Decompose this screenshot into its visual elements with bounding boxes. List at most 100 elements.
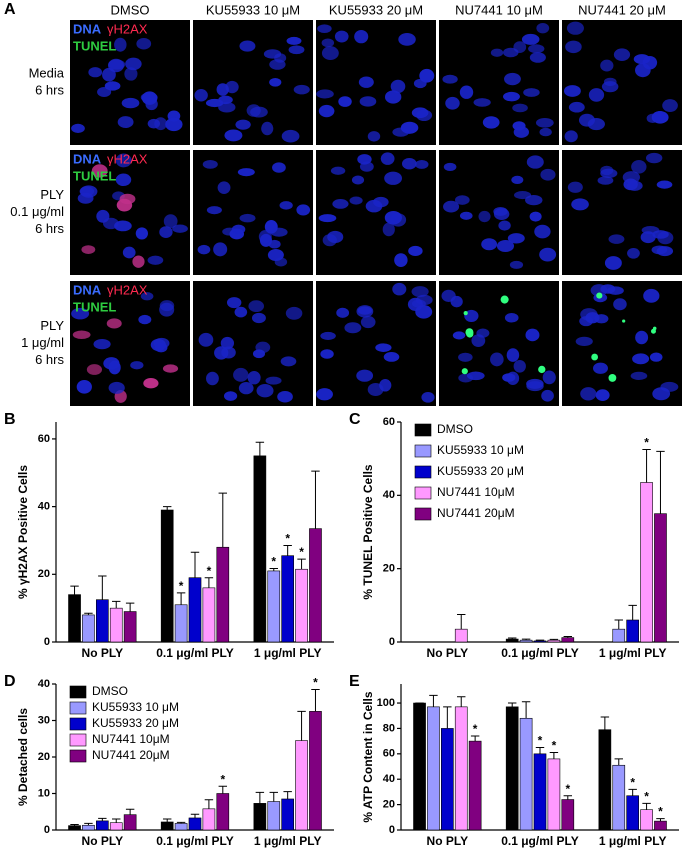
legend-label: KU55933 10 μM <box>437 443 524 457</box>
nucleus <box>459 85 474 99</box>
nucleus <box>223 391 238 401</box>
nucleus <box>246 104 261 117</box>
legend-swatch <box>414 486 432 500</box>
error-bar <box>535 639 545 641</box>
nucleus <box>458 373 473 383</box>
nucleus <box>263 49 282 59</box>
bar <box>188 817 202 831</box>
nucleus <box>318 214 337 223</box>
y-tick-label: 0 <box>44 636 50 648</box>
panel-letter: D <box>4 673 16 690</box>
nucleus <box>536 22 550 34</box>
y-tick-label: 40 <box>383 773 395 785</box>
error-bar <box>563 636 573 638</box>
significance-marker: * <box>565 782 570 796</box>
nucleus <box>237 168 255 177</box>
nucleus <box>267 248 284 262</box>
bar <box>413 702 426 831</box>
nucleus <box>159 226 173 238</box>
y-tick-label: 0 <box>44 824 50 836</box>
error-bar <box>176 821 186 824</box>
bar <box>626 795 639 831</box>
nucleus <box>526 378 544 389</box>
nucleus <box>71 123 85 133</box>
error-bar <box>204 799 214 809</box>
y-axis-label: % TUNEL Positive Cells <box>361 464 375 599</box>
legend-label: NU7441 20μM <box>437 506 515 520</box>
error-bar <box>162 506 172 510</box>
y-tick-label: 0 <box>389 636 395 648</box>
micrograph <box>439 20 559 145</box>
nucleus <box>392 127 410 137</box>
stain-label: TUNEL <box>73 38 116 53</box>
nucleus <box>336 307 350 318</box>
micrograph <box>562 281 682 406</box>
error-bar <box>283 545 292 556</box>
bar <box>626 619 639 643</box>
nucleus <box>496 239 515 253</box>
nucleus <box>382 222 395 237</box>
x-tick-label: 1 μg/ml PLY <box>254 834 322 848</box>
legend-swatch <box>414 444 432 458</box>
bar <box>547 758 561 831</box>
panel-letter: C <box>349 411 361 428</box>
error-bar <box>70 824 79 826</box>
nucleus <box>652 230 669 239</box>
bar <box>202 587 216 643</box>
nucleus <box>585 312 600 324</box>
legend-label: NU7441 10μM <box>92 732 170 746</box>
bar <box>267 801 281 831</box>
row-label: 1 μg/ml <box>21 335 64 350</box>
bar <box>174 823 188 831</box>
error-bar <box>218 492 228 548</box>
row-label: PLY <box>40 318 64 333</box>
micrograph <box>316 281 436 406</box>
nucleus <box>445 96 460 110</box>
nucleus <box>286 36 302 45</box>
bar <box>519 639 533 643</box>
bar <box>202 808 216 831</box>
significance-marker: * <box>285 532 290 546</box>
bar <box>109 822 123 831</box>
micrograph <box>193 150 313 275</box>
significance-marker: * <box>644 436 649 450</box>
nucleus <box>280 356 297 367</box>
nucleus <box>394 253 408 267</box>
nucleus <box>608 234 625 244</box>
bar <box>561 799 575 831</box>
legend-label: NU7441 10μM <box>437 485 515 499</box>
nucleus <box>419 68 435 83</box>
nucleus <box>334 30 349 43</box>
error-bar <box>311 470 320 529</box>
error-bar <box>521 701 531 719</box>
error-bar <box>255 441 265 456</box>
nucleus <box>660 381 679 392</box>
nucleus <box>478 210 491 223</box>
nucleus <box>140 292 154 301</box>
nucleus <box>91 164 108 178</box>
error-bar <box>642 802 651 810</box>
bar <box>123 611 137 643</box>
bar <box>441 728 454 831</box>
nucleus <box>379 379 392 392</box>
nucleus <box>635 330 649 345</box>
nucleus <box>81 245 96 254</box>
nucleus <box>360 315 376 329</box>
x-tick-label: No PLY <box>427 834 469 848</box>
nucleus <box>147 255 164 265</box>
nucleus <box>239 213 256 223</box>
error-bar <box>125 602 135 612</box>
nucleus <box>296 204 311 216</box>
nucleus <box>521 33 540 45</box>
bar <box>253 455 267 643</box>
nucleus <box>318 104 335 118</box>
error-bar <box>112 600 121 609</box>
micrograph <box>439 281 559 406</box>
column-header: KU55933 20 μM <box>329 2 423 17</box>
nucleus <box>143 377 159 389</box>
nucleus <box>217 181 231 194</box>
nucleus <box>632 353 650 365</box>
micrograph <box>70 150 190 275</box>
nucleus <box>116 198 133 212</box>
